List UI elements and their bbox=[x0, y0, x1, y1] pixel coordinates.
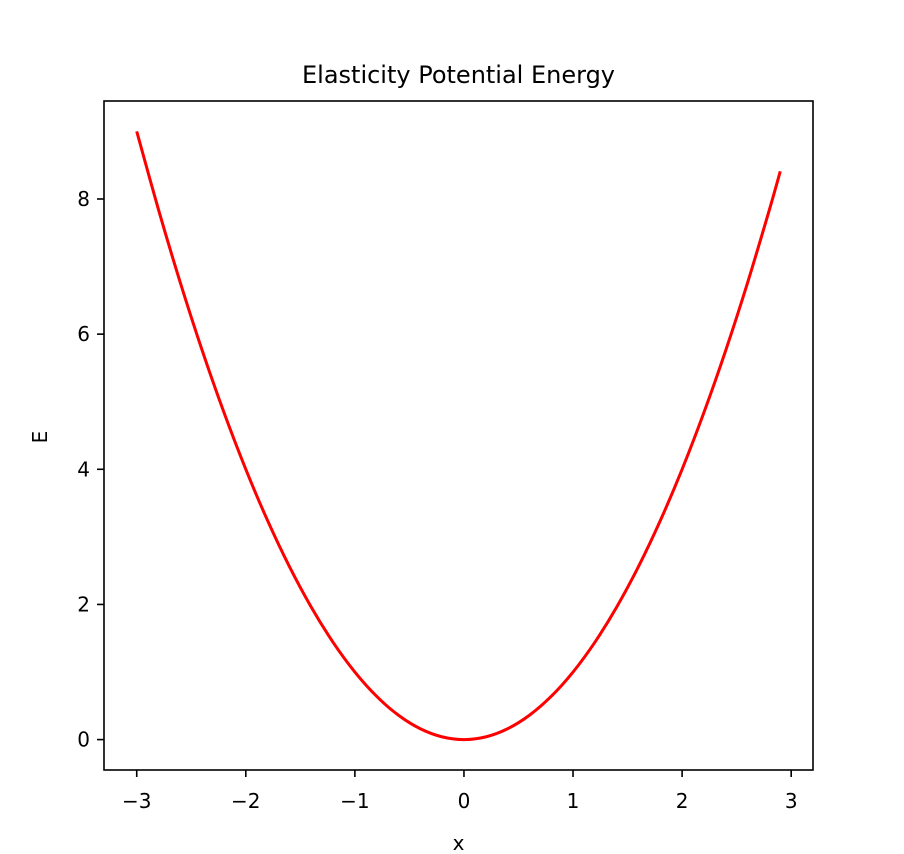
x-tick-label: 2 bbox=[676, 789, 689, 813]
x-tick-label: 1 bbox=[567, 789, 580, 813]
plot-area bbox=[104, 101, 813, 770]
y-tick-label: 8 bbox=[77, 187, 90, 211]
series-line-0 bbox=[135, 131, 782, 742]
x-tick-label: −2 bbox=[231, 789, 260, 813]
x-axis-label: x bbox=[453, 831, 465, 854]
x-tick-label: −3 bbox=[122, 789, 151, 813]
x-axis-ticks: −3 −2 −1 0 1 2 3 bbox=[122, 770, 798, 813]
y-axis-label: E bbox=[28, 431, 52, 444]
series-layer bbox=[135, 131, 782, 742]
chart-title: Elasticity Potential Energy bbox=[302, 61, 615, 89]
y-axis-ticks: 0 2 4 6 8 bbox=[77, 187, 104, 752]
x-tick-label: 0 bbox=[458, 789, 471, 813]
x-tick-label: −1 bbox=[340, 789, 369, 813]
axes-frame bbox=[103, 100, 814, 771]
y-tick-label: 6 bbox=[77, 322, 90, 346]
y-tick-label: 0 bbox=[77, 728, 90, 752]
x-tick-label: 3 bbox=[785, 789, 798, 813]
y-tick-label: 4 bbox=[77, 457, 90, 481]
y-tick-label: 2 bbox=[77, 592, 90, 616]
